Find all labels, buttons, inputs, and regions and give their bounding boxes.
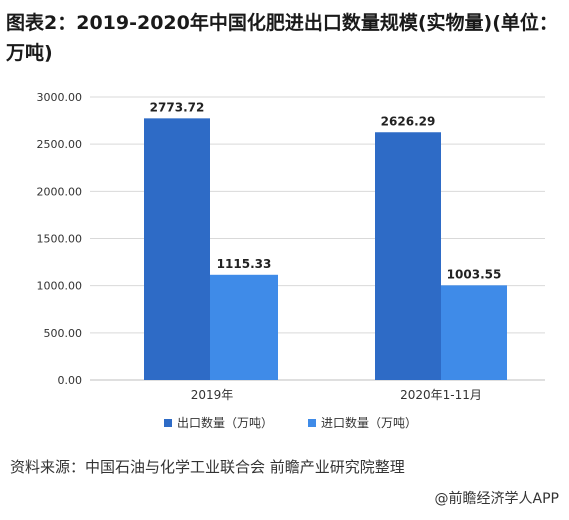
bar-value-label: 2773.72: [150, 100, 205, 114]
y-tick-label: 0.00: [58, 374, 83, 387]
y-tick-label: 2500.00: [37, 138, 83, 151]
legend: 出口数量（万吨） 进口数量（万吨）: [164, 415, 417, 430]
legend-swatch: [164, 419, 172, 427]
x-tick-label: 2020年1-11月: [400, 388, 482, 402]
legend-swatch: [308, 419, 316, 427]
bar-export: [375, 132, 441, 380]
credit-watermark: @前瞻经济学人APP: [434, 491, 559, 507]
source-note: 资料来源：中国石油与化学工业联合会 前瞻产业研究院整理: [10, 458, 405, 476]
y-tick-label: 1500.00: [37, 233, 83, 246]
y-tick-label: 500.00: [44, 327, 83, 340]
y-tick-label: 2000.00: [37, 185, 83, 198]
y-axis-labels: 0.00 500.00 1000.00 1500.00 2000.00 2500.00 30…: [37, 91, 83, 387]
bar-import: [210, 274, 278, 380]
y-tick-label: 1000.00: [37, 280, 83, 293]
legend-label: 出口数量（万吨）: [177, 415, 273, 430]
bar-value-labels: 2773.72 1115.33 2626.29 1003.55: [150, 100, 502, 281]
chart-title: 图表2：2019-2020年中国化肥进出口数量规模(实物量)(单位：万吨): [6, 12, 558, 64]
bar-value-label: 1003.55: [447, 267, 502, 281]
x-tick-label: 2019年: [191, 388, 234, 402]
bar-import: [441, 285, 507, 380]
y-tick-label: 3000.00: [37, 91, 83, 104]
bar-export: [144, 118, 210, 380]
legend-label: 进口数量（万吨）: [321, 415, 417, 430]
bar-value-label: 1115.33: [217, 257, 272, 271]
x-axis-labels: 2019年 2020年1-11月: [191, 388, 482, 402]
bars: [144, 118, 507, 380]
bar-value-label: 2626.29: [381, 114, 436, 128]
